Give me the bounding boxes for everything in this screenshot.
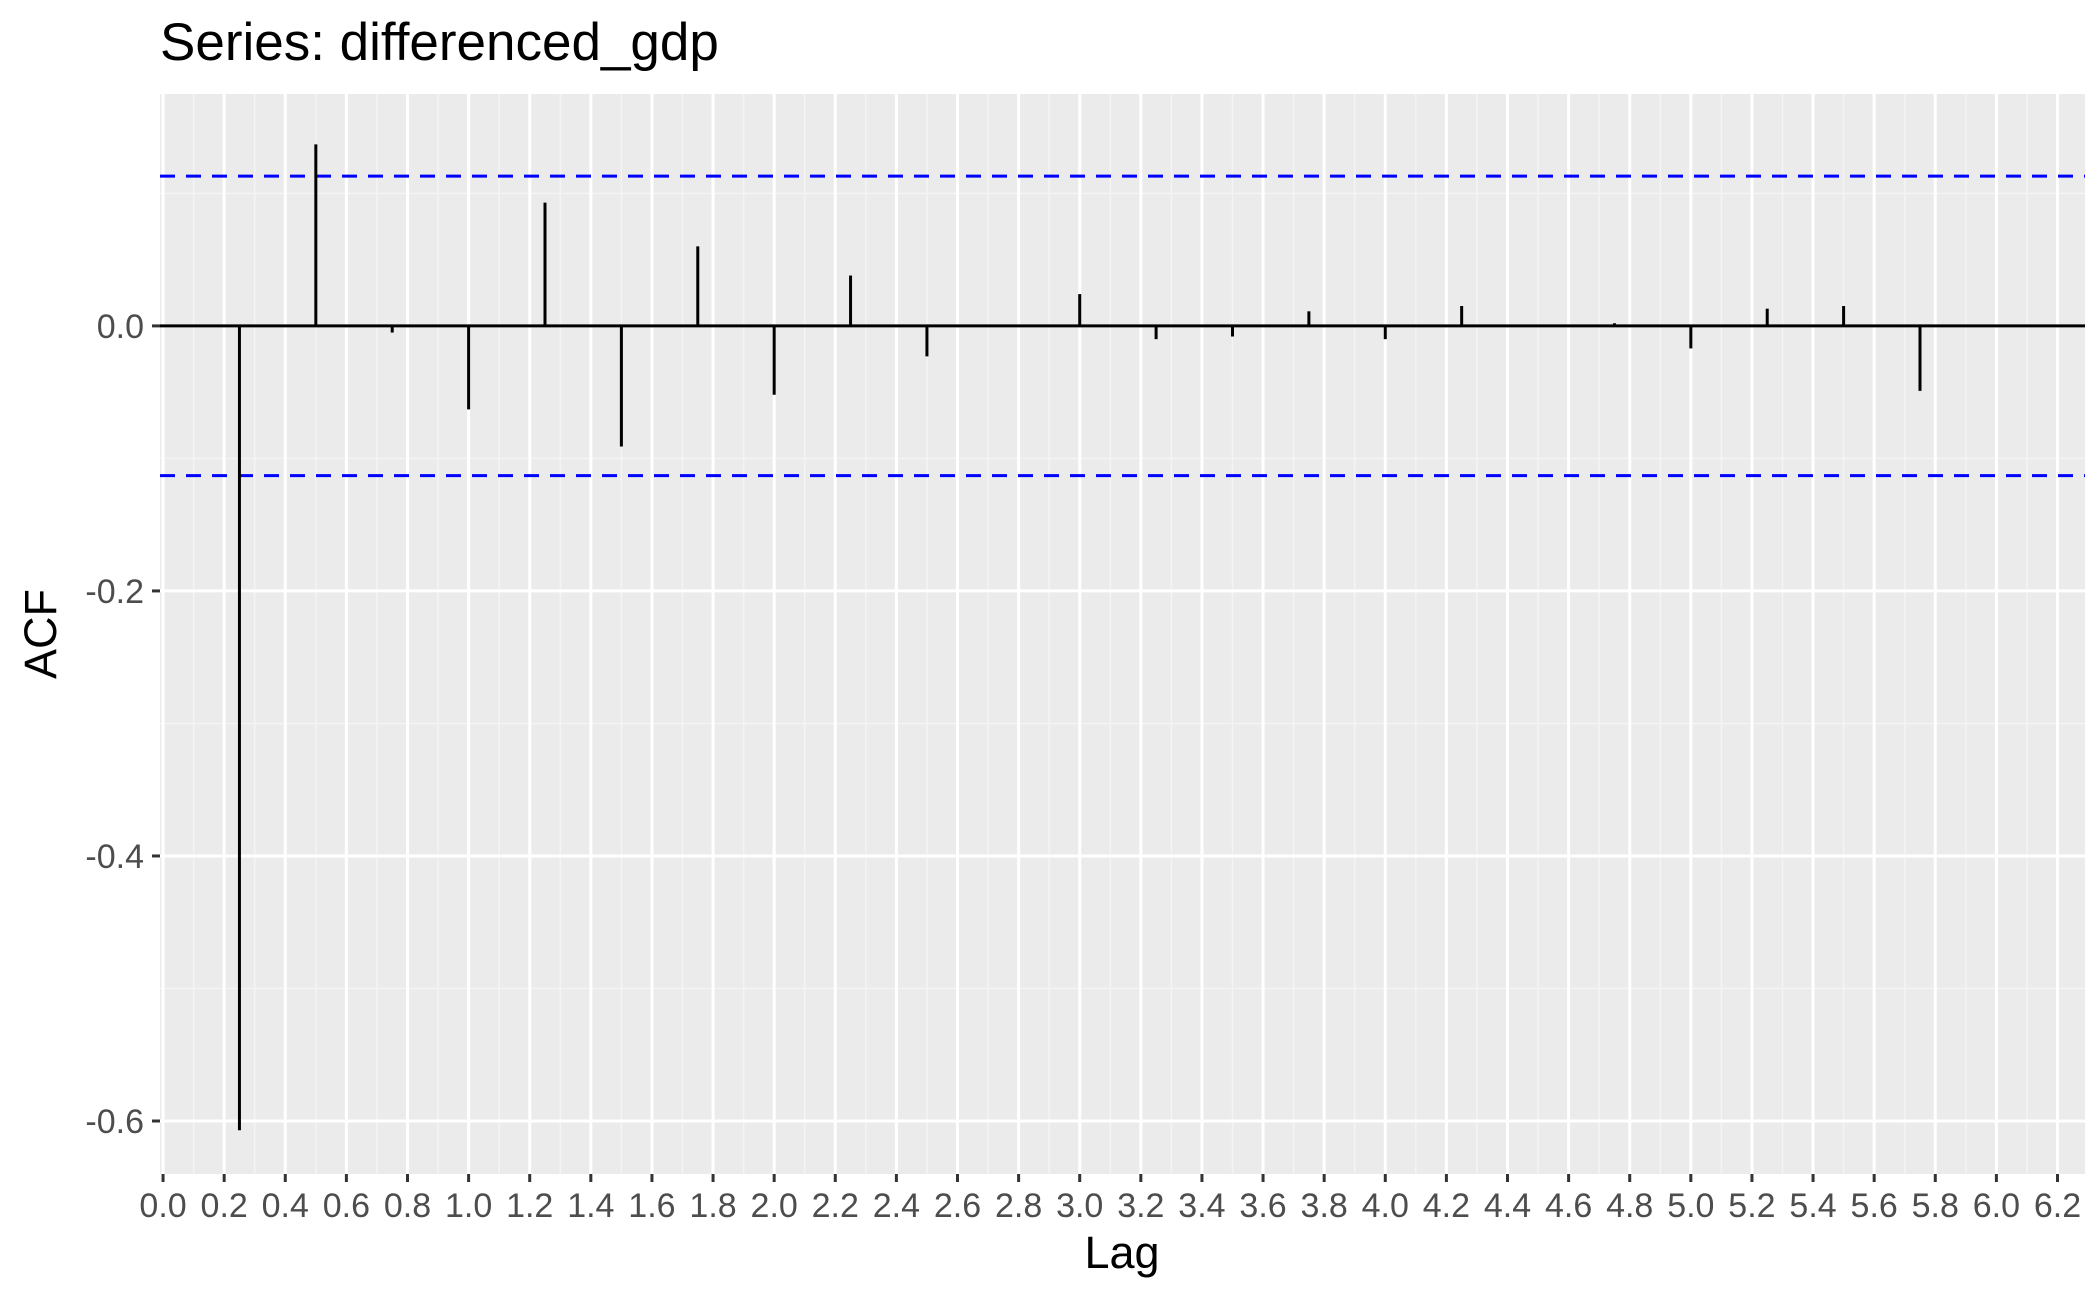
y-tick-label: -0.4 (85, 838, 144, 876)
grid-lines (160, 94, 2085, 1174)
y-axis-title: ACF (15, 589, 66, 679)
x-axis-title: Lag (1084, 1227, 1159, 1278)
y-tick-label: -0.6 (85, 1103, 144, 1141)
x-tick-label: 4.8 (1606, 1187, 1653, 1225)
x-tick-label: 1.2 (506, 1187, 553, 1225)
x-tick-label: 0.0 (139, 1187, 186, 1225)
x-tick-label: 4.6 (1545, 1187, 1592, 1225)
x-tick-label: 5.6 (1851, 1187, 1898, 1225)
x-tick-label: 4.2 (1423, 1187, 1470, 1225)
x-tick-label: 3.4 (1178, 1187, 1225, 1225)
x-tick-label: 5.2 (1728, 1187, 1775, 1225)
x-tick-label: 6.2 (2034, 1187, 2081, 1225)
x-tick-label: 0.2 (201, 1187, 248, 1225)
x-tick-label: 6.0 (1973, 1187, 2020, 1225)
x-tick-label: 2.6 (934, 1187, 981, 1225)
y-tick-label: -0.2 (85, 573, 144, 611)
x-tick-label: 2.4 (873, 1187, 920, 1225)
x-tick-label: 0.4 (262, 1187, 309, 1225)
x-tick-label: 4.4 (1484, 1187, 1531, 1225)
x-tick-label: 0.8 (384, 1187, 431, 1225)
x-tick-label: 5.4 (1789, 1187, 1836, 1225)
x-tick-label: 1.6 (628, 1187, 675, 1225)
x-tick-label: 1.8 (689, 1187, 736, 1225)
x-tick-label: 2.2 (812, 1187, 859, 1225)
chart-title: Series: differenced_gdp (160, 13, 719, 72)
y-axis: 0.0 -0.2 -0.4 -0.6 (85, 308, 160, 1141)
acf-marks (160, 144, 2085, 1131)
x-tick-label: 2.8 (995, 1187, 1042, 1225)
x-tick-label: 5.8 (1912, 1187, 1959, 1225)
x-tick-label: 3.6 (1239, 1187, 1286, 1225)
x-tick-label: 2.0 (751, 1187, 798, 1225)
plot-panel (160, 94, 2085, 1174)
x-tick-label: 1.0 (445, 1187, 492, 1225)
x-tick-label: 3.0 (1056, 1187, 1103, 1225)
y-tick-label: 0.0 (97, 308, 144, 346)
x-axis: 0.0 0.2 0.4 0.6 0.8 1.0 1.2 1.4 1.6 1.8 2.0 2.2 2.4 2… (139, 1174, 2081, 1225)
x-tick-label: 1.4 (567, 1187, 614, 1225)
x-tick-label: 0.6 (323, 1187, 370, 1225)
x-tick-label: 5.0 (1667, 1187, 1714, 1225)
x-tick-label: 3.8 (1301, 1187, 1348, 1225)
x-tick-label: 4.0 (1362, 1187, 1409, 1225)
x-tick-label: 3.2 (1117, 1187, 1164, 1225)
